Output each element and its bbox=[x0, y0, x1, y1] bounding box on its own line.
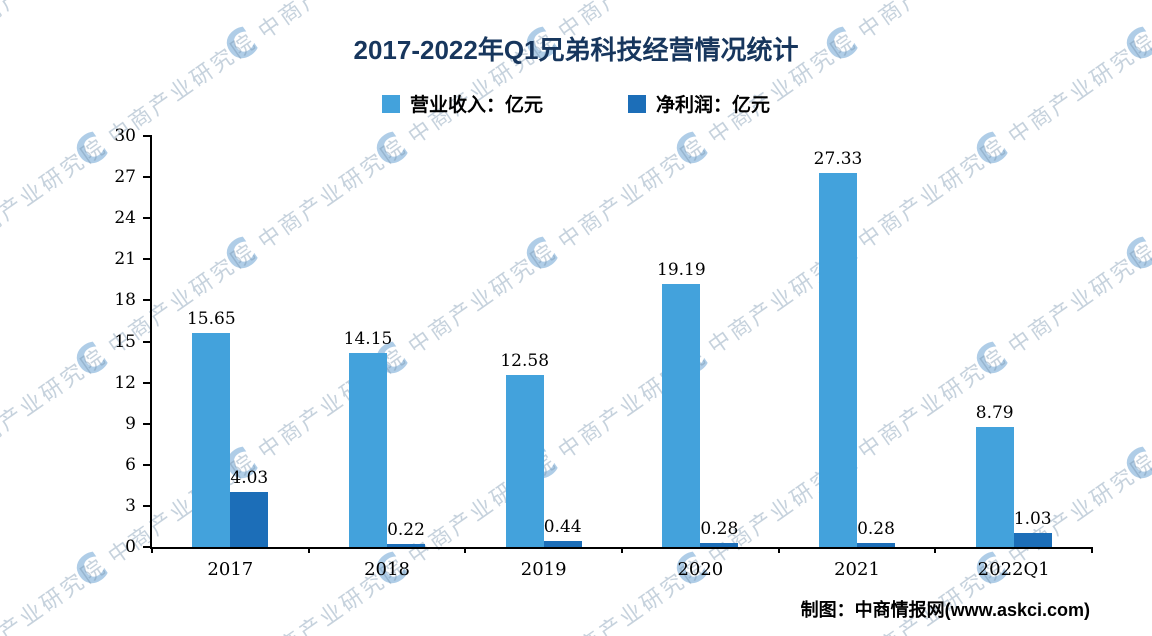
x-axis-category-label: 2017 bbox=[207, 559, 254, 580]
watermark-text: 中商产业研究院 bbox=[0, 553, 112, 636]
bar-value-label: 8.79 bbox=[975, 402, 1014, 423]
y-axis-tick-mark bbox=[143, 381, 152, 384]
bar-profit: 0.22 bbox=[387, 520, 425, 547]
bar-value-label: 4.03 bbox=[230, 467, 269, 488]
bar-group: 12.58 0.44 bbox=[465, 136, 622, 547]
watermark-logo-icon: C bbox=[1116, 228, 1152, 283]
bar-group: 15.65 4.03 bbox=[152, 136, 309, 547]
bar-revenue: 14.15 bbox=[344, 329, 392, 547]
x-axis-tick-mark bbox=[151, 547, 153, 553]
bar-revenue: 12.58 bbox=[500, 351, 549, 547]
watermark-logo-icon: C bbox=[66, 123, 117, 178]
y-axis-tick-label: 3 bbox=[125, 495, 136, 516]
y-axis-tick-mark bbox=[143, 546, 152, 548]
bar-value-label: 0.28 bbox=[700, 519, 739, 540]
bar-profit: 0.28 bbox=[857, 519, 896, 547]
bar-profit: 0.44 bbox=[543, 517, 582, 547]
bar-value-label: 0.44 bbox=[543, 516, 582, 537]
y-axis-tick-label: 27 bbox=[114, 167, 136, 188]
x-axis-tick-mark bbox=[777, 547, 780, 553]
y-axis-tick-label: 21 bbox=[114, 249, 136, 270]
legend: 营业收入：亿元 净利润：亿元 bbox=[0, 90, 1152, 117]
bar-value-label: 14.15 bbox=[343, 329, 393, 350]
y-axis-tick-mark bbox=[143, 258, 152, 261]
bar-revenue: 19.19 bbox=[657, 260, 706, 547]
watermark-text: 中商产业研究院 bbox=[0, 133, 112, 254]
y-axis-tick-mark bbox=[143, 340, 152, 343]
bar-group: 14.15 0.22 bbox=[309, 136, 466, 547]
bar-profit: 0.28 bbox=[700, 519, 739, 547]
bar-group: 8.79 1.03 bbox=[935, 136, 1092, 547]
bar-group: 19.19 0.28 bbox=[622, 136, 779, 547]
x-axis-tick-mark bbox=[307, 547, 310, 553]
x-axis-category-label: 2020 bbox=[677, 559, 724, 580]
y-axis-tick-mark bbox=[143, 217, 152, 220]
credit-text: 制图：中商情报网(www.askci.com) bbox=[800, 600, 1090, 620]
watermark-logo-icon: C bbox=[1116, 438, 1152, 493]
bar-value-label: 12.58 bbox=[500, 350, 550, 371]
y-axis-tick-mark bbox=[143, 463, 152, 466]
bar-value-label: 1.03 bbox=[1013, 508, 1052, 529]
y-axis-tick-label: 24 bbox=[114, 208, 136, 229]
y-axis-tick-mark bbox=[143, 176, 152, 179]
bar-value-label: 0.22 bbox=[387, 520, 425, 540]
y-axis-tick-mark bbox=[143, 299, 152, 302]
x-axis-tick-mark bbox=[621, 547, 623, 553]
legend-item-profit: 净利润：亿元 bbox=[628, 90, 770, 117]
legend-label-profit: 净利润：亿元 bbox=[656, 95, 771, 116]
y-axis-tick-label: 12 bbox=[114, 372, 136, 393]
legend-item-revenue: 营业收入：亿元 bbox=[381, 90, 543, 117]
bar-revenue: 15.65 bbox=[187, 309, 236, 547]
y-axis-tick-label: 6 bbox=[125, 454, 136, 475]
x-axis-category-label: 2021 bbox=[834, 559, 880, 580]
plot-area: 15.65 4.03 14.15 0.22 12.58 0.44 19.19 0.28 27.3… bbox=[114, 126, 1093, 580]
y-axis-tick-label: 30 bbox=[114, 126, 136, 146]
bar-profit: 1.03 bbox=[1013, 509, 1052, 547]
bar-value-label: 19.19 bbox=[657, 260, 706, 281]
bar-groups: 15.65 4.03 14.15 0.22 12.58 0.44 19.19 0.28 27.3… bbox=[152, 136, 1092, 547]
x-axis-category-label: 2018 bbox=[364, 559, 410, 580]
y-axis-tick-label: 18 bbox=[114, 290, 136, 311]
bar-revenue: 8.79 bbox=[975, 403, 1014, 547]
watermark-logo-icon: C bbox=[66, 543, 117, 598]
watermark-logo-icon: C bbox=[66, 333, 117, 388]
legend-label-revenue: 营业收入：亿元 bbox=[409, 95, 543, 116]
bar-value-label: 0.28 bbox=[857, 519, 895, 540]
bar-group: 27.33 0.28 bbox=[779, 136, 936, 547]
bar-value-label: 15.65 bbox=[186, 308, 236, 329]
y-axis-tick-label: 0 bbox=[125, 537, 136, 557]
chart-title: 2017-2022年Q1兄弟科技经营情况统计 bbox=[353, 35, 799, 65]
y-axis-tick-mark bbox=[143, 135, 152, 137]
x-axis-category-label: 2022Q1 bbox=[977, 559, 1050, 580]
y-axis-tick-label: 9 bbox=[125, 413, 136, 434]
bar-profit: 4.03 bbox=[230, 468, 269, 547]
legend-swatch-profit bbox=[628, 94, 646, 113]
y-axis-tick-mark bbox=[143, 504, 152, 507]
watermark-text: 中商产业研究院 bbox=[0, 343, 112, 464]
x-axis-tick-mark bbox=[464, 547, 467, 553]
bar-revenue: 27.33 bbox=[814, 149, 862, 547]
y-axis-tick-label: 15 bbox=[114, 331, 136, 352]
legend-swatch-revenue bbox=[381, 94, 400, 113]
x-axis-tick-mark bbox=[934, 547, 937, 553]
bar-value-label: 27.33 bbox=[813, 148, 863, 169]
x-axis-category-label: 2019 bbox=[520, 559, 567, 580]
x-axis-tick-mark bbox=[1091, 547, 1093, 553]
x-axis-labels: 2017 2018 2019 2020 2021 2022Q1 bbox=[152, 547, 1092, 580]
y-axis-tick-mark bbox=[143, 422, 152, 425]
